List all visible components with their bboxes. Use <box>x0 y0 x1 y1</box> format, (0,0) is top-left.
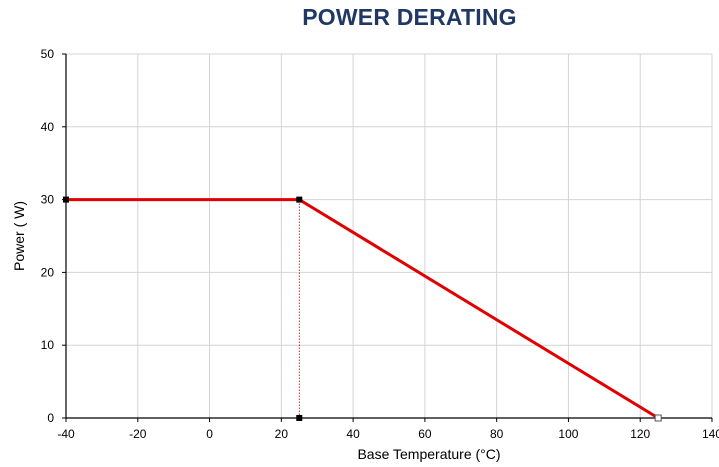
x-tick-label: 120 <box>630 427 650 441</box>
x-tick-label: 0 <box>206 427 213 441</box>
x-tick-labels: -40 -20 0 20 40 60 80 100 120 140 <box>57 427 719 441</box>
x-axis-label: Base Temperature (°C) <box>357 446 500 462</box>
markers-group <box>63 196 662 422</box>
x-tick-label: 100 <box>558 427 578 441</box>
series-group <box>66 198 659 420</box>
x-tick-label: -40 <box>57 427 75 441</box>
grid-lines <box>65 53 713 419</box>
axes <box>62 53 713 422</box>
chart-title: POWER DERATING <box>302 4 517 30</box>
y-tick-label: 0 <box>47 411 54 425</box>
data-point-marker <box>654 414 662 422</box>
y-tick-label: 10 <box>41 338 55 352</box>
x-tick-label: 60 <box>418 427 432 441</box>
y-tick-label: 50 <box>41 47 55 61</box>
x-tick-label: 140 <box>702 427 719 441</box>
y-tick-label: 20 <box>41 265 55 279</box>
y-tick-labels: 0 10 20 30 40 50 <box>41 47 55 425</box>
data-point-marker <box>63 196 69 203</box>
x-tick-label: 40 <box>346 427 360 441</box>
y-tick-label: 30 <box>41 193 55 207</box>
data-point-marker <box>296 415 303 421</box>
data-point-marker <box>296 196 303 203</box>
y-axis-label: Power ( W) <box>11 201 27 271</box>
x-tick-label: -20 <box>129 427 147 441</box>
y-tick-label: 40 <box>41 120 55 134</box>
x-tick-label: 80 <box>490 427 504 441</box>
series-line <box>66 198 659 420</box>
x-tick-label: 20 <box>275 427 289 441</box>
